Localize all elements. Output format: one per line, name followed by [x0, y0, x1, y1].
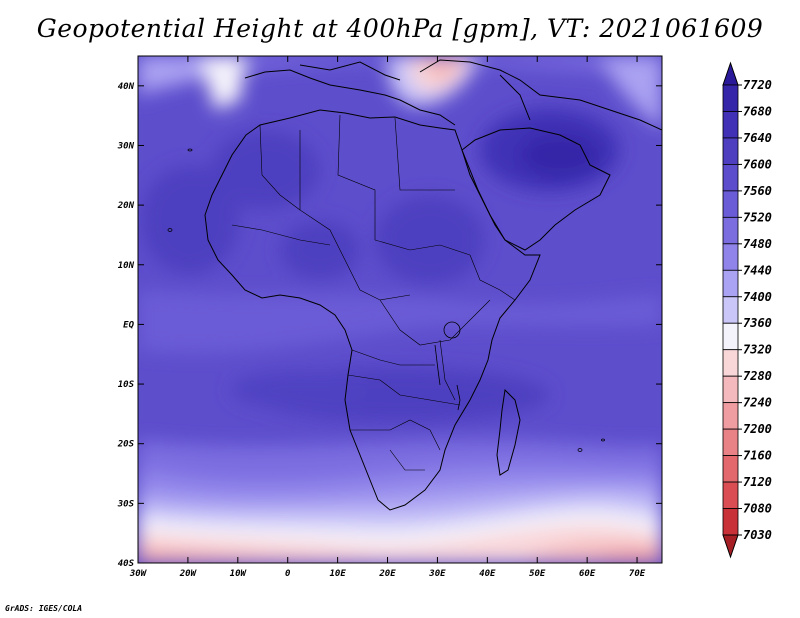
colorbar-segment: [722, 296, 739, 324]
y-tick-label: 30S: [117, 499, 135, 509]
colorbar-label: 7160: [743, 449, 772, 463]
height-field: [138, 56, 662, 563]
colorbar-over-triangle: [722, 61, 739, 86]
colorbar-label: 7680: [743, 104, 772, 118]
colorbar-label: 7720: [743, 78, 772, 92]
colorbar-label: 7600: [743, 157, 772, 171]
colorbar-segment: [722, 428, 739, 456]
colorbar-segment: [722, 190, 739, 218]
colorbar-label: 7360: [743, 316, 772, 330]
colorbar-segment: [722, 508, 739, 536]
x-tick-label: 30E: [428, 569, 446, 579]
coastlines: [204, 59, 662, 511]
colorbar-segment: [722, 481, 739, 509]
colorbar-label: 7440: [743, 263, 772, 277]
colorbar-label: 7400: [743, 290, 772, 304]
y-tick-label: 10N: [118, 261, 135, 271]
x-tick-label: 30W: [129, 569, 148, 579]
x-tick-label: 0: [285, 569, 291, 579]
colorbar-label: 7320: [743, 343, 772, 357]
colorbar-segment: [722, 84, 739, 112]
map-title: Geopotential Height at 400hPa [gpm], VT:…: [36, 14, 764, 43]
colorbar-label: 7640: [743, 131, 772, 145]
grads-credit: GrADS: IGES/COLA: [5, 604, 83, 613]
x-tick-label: 50E: [529, 569, 546, 579]
colorbar-segment: [722, 111, 739, 139]
colorbar-label: 7080: [743, 502, 772, 516]
y-tick-label: 40S: [118, 559, 135, 569]
colorbar-segment: [722, 375, 739, 404]
x-tick-label: 20E: [378, 569, 396, 579]
x-tick-label: 10W: [230, 569, 248, 579]
colorbar-segment: [722, 243, 739, 271]
colorbar-label: 7030: [743, 528, 772, 542]
colorbar-segment: [722, 216, 739, 245]
colorbar-segment: [722, 349, 739, 377]
x-tick-label: 10E: [329, 569, 346, 579]
colorbar: 7720 7680 7640 7600 7560 7520 7480 7440 7400 7360…: [722, 61, 772, 559]
colorbar-segment: [722, 269, 739, 298]
y-tick-label: 20S: [117, 440, 135, 450]
colorbar-segment: [722, 137, 739, 165]
map-frame: [137, 55, 663, 564]
colorbar-label: 7120: [743, 475, 772, 489]
colorbar-label: 7200: [743, 422, 772, 436]
colorbar-label: 7520: [743, 210, 772, 224]
longitude-axis: 30W 20W 10W 0 10E 20E 30E 40E 50E 60E 70E: [129, 56, 646, 579]
colorbar-segment: [722, 322, 739, 351]
y-tick-label: 20N: [117, 201, 135, 211]
latitude-axis: 40S 30S 20S 10S EQ 10N 20N 30N 40N: [117, 82, 662, 569]
x-tick-label: 40E: [479, 569, 496, 579]
country-borders: [231, 114, 516, 471]
y-tick-label: 40N: [118, 82, 135, 92]
colorbar-label: 7280: [743, 369, 772, 383]
colorbar-label: 7480: [743, 237, 772, 251]
y-tick-label: 10S: [118, 380, 135, 390]
colorbar-segment: [722, 164, 739, 192]
colorbar-segment: [722, 402, 739, 430]
y-tick-label: EQ: [123, 320, 134, 330]
colorbar-under-triangle: [722, 534, 739, 559]
x-tick-label: 60E: [579, 569, 596, 579]
colorbar-label: 7560: [743, 184, 772, 198]
x-tick-label: 20W: [179, 569, 198, 579]
y-tick-label: 30N: [117, 141, 135, 151]
x-tick-label: 70E: [629, 569, 646, 579]
colorbar-segment: [722, 455, 739, 483]
colorbar-label: 7240: [743, 396, 772, 410]
